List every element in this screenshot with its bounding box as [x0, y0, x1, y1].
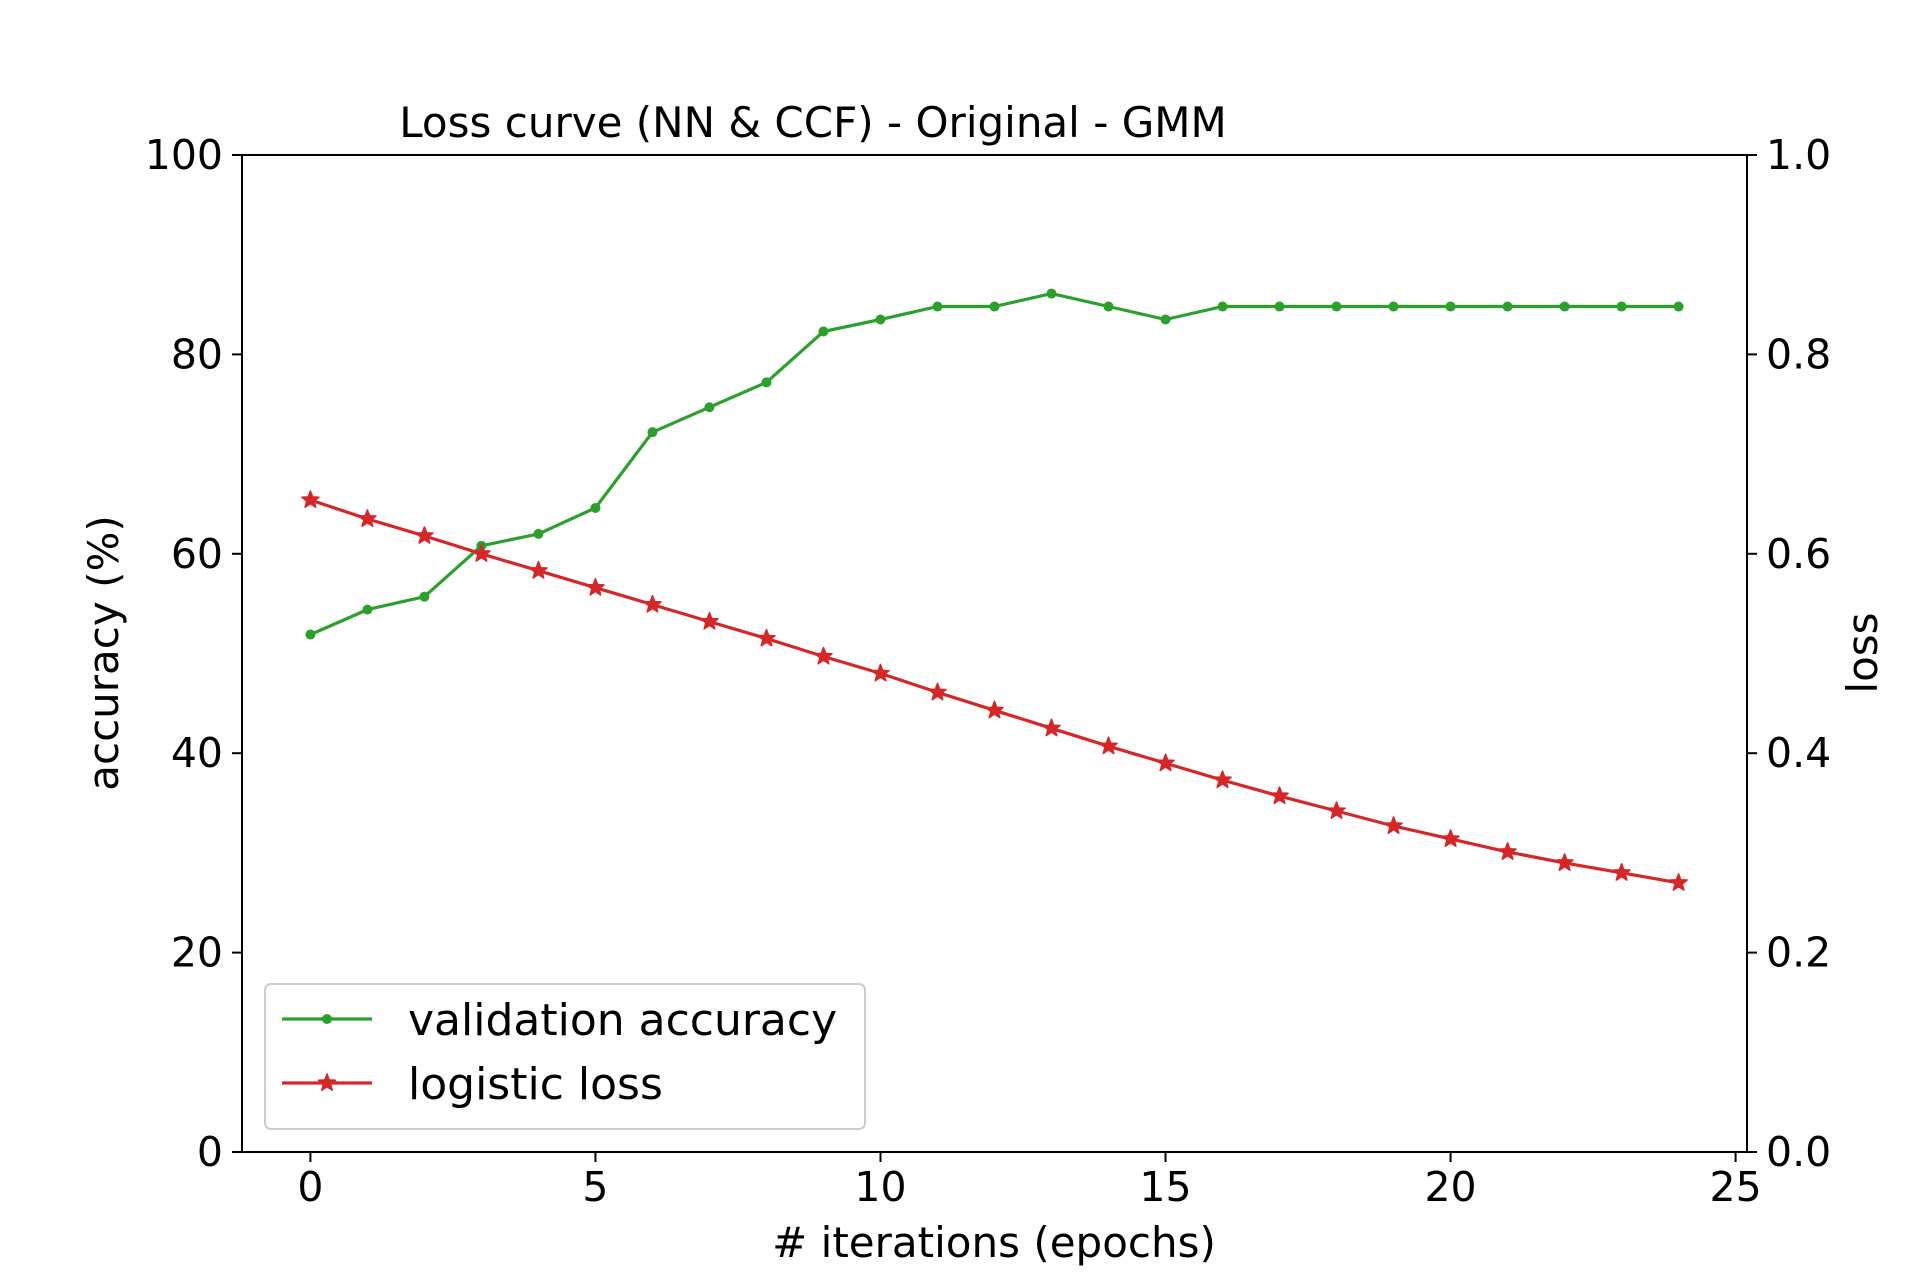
x-tick-label: 15 [1139, 1163, 1191, 1211]
data-point [1498, 842, 1517, 860]
data-point [761, 377, 772, 388]
data-point [1327, 801, 1346, 820]
data-point [1555, 853, 1574, 871]
data-point [305, 629, 316, 640]
legend-label: validation accuracy [408, 995, 837, 1046]
y-axis-right-label: loss [1838, 612, 1887, 693]
y-axis-left-label: accuracy (%) [79, 515, 128, 791]
legend: validation accuracy logistic loss [264, 983, 866, 1130]
data-point [358, 509, 377, 527]
data-point [1213, 770, 1232, 789]
y-left-tick-label: 60 [171, 530, 223, 578]
data-point [1388, 301, 1399, 312]
data-point [1445, 301, 1456, 312]
series-1 [301, 490, 1688, 891]
data-point [415, 526, 434, 544]
data-point [1046, 288, 1057, 299]
data-point [704, 402, 715, 413]
legend-entries: validation accuracy logistic loss [282, 995, 837, 1110]
data-point [1502, 301, 1513, 312]
x-tick-label: 10 [854, 1163, 906, 1211]
data-point [932, 301, 943, 312]
legend-label: logistic loss [408, 1059, 663, 1110]
y-left-tick-label: 100 [145, 131, 223, 179]
data-point [1270, 786, 1289, 805]
data-point [814, 646, 833, 665]
data-point [1669, 873, 1688, 891]
data-point [362, 604, 373, 615]
y-left-tick-label: 0 [197, 1128, 223, 1176]
legend-marker [322, 1014, 332, 1024]
plot-area [301, 288, 1688, 891]
data-point [700, 611, 719, 630]
data-point [301, 490, 320, 508]
data-point [1156, 753, 1175, 772]
data-point [928, 682, 947, 701]
series-0 [305, 288, 1684, 640]
data-point [590, 502, 601, 513]
data-point [1616, 301, 1627, 312]
x-tick-label: 5 [582, 1163, 608, 1211]
data-point [985, 700, 1004, 719]
x-tick-label: 20 [1424, 1163, 1476, 1211]
data-point [1274, 301, 1285, 312]
x-tick-label: 0 [297, 1163, 323, 1211]
data-point [419, 591, 430, 602]
axes-frame [241, 154, 1748, 1153]
legend-box [264, 983, 866, 1130]
data-point [1331, 301, 1342, 312]
y-left-tick-label: 80 [171, 330, 223, 378]
data-point [1673, 301, 1684, 312]
data-point [1099, 736, 1118, 755]
data-point [1160, 314, 1171, 325]
data-point [875, 314, 886, 325]
y-left-tick-label: 20 [171, 929, 223, 977]
y-right-tick-label: 0.4 [1766, 729, 1831, 777]
data-point [1042, 718, 1061, 737]
x-axis-label: # iterations (epochs) [772, 1218, 1216, 1267]
data-point [472, 544, 491, 562]
axis-ticks: 0 5 10 15 20 25 0 20 40 60 80 100 0.0 0.2 0.4 0.6 0.8 1.0 [145, 131, 1831, 1211]
data-point [586, 577, 605, 596]
y-right-tick-label: 0.0 [1766, 1128, 1831, 1176]
data-point [1612, 863, 1631, 881]
y-right-tick-label: 0.8 [1766, 330, 1831, 378]
data-point [1384, 816, 1403, 835]
data-point [643, 594, 662, 613]
y-left-tick-label: 40 [171, 729, 223, 777]
data-point [529, 560, 548, 579]
x-tick-label: 25 [1710, 1163, 1762, 1211]
legend-marker [317, 1073, 337, 1092]
data-point [1217, 301, 1228, 312]
data-point [533, 528, 544, 539]
data-point [1441, 829, 1460, 847]
y-right-tick-label: 0.6 [1766, 530, 1831, 578]
data-point [1103, 301, 1114, 312]
data-point [989, 301, 1000, 312]
data-point [818, 326, 829, 337]
data-point [871, 663, 890, 682]
chart-title: Loss curve (NN & CCF) - Original - GMM [399, 98, 1226, 147]
data-point [1559, 301, 1570, 312]
data-point [647, 427, 658, 438]
y-right-tick-label: 0.2 [1766, 929, 1831, 977]
data-point [757, 628, 776, 647]
y-right-tick-label: 1.0 [1766, 131, 1831, 179]
